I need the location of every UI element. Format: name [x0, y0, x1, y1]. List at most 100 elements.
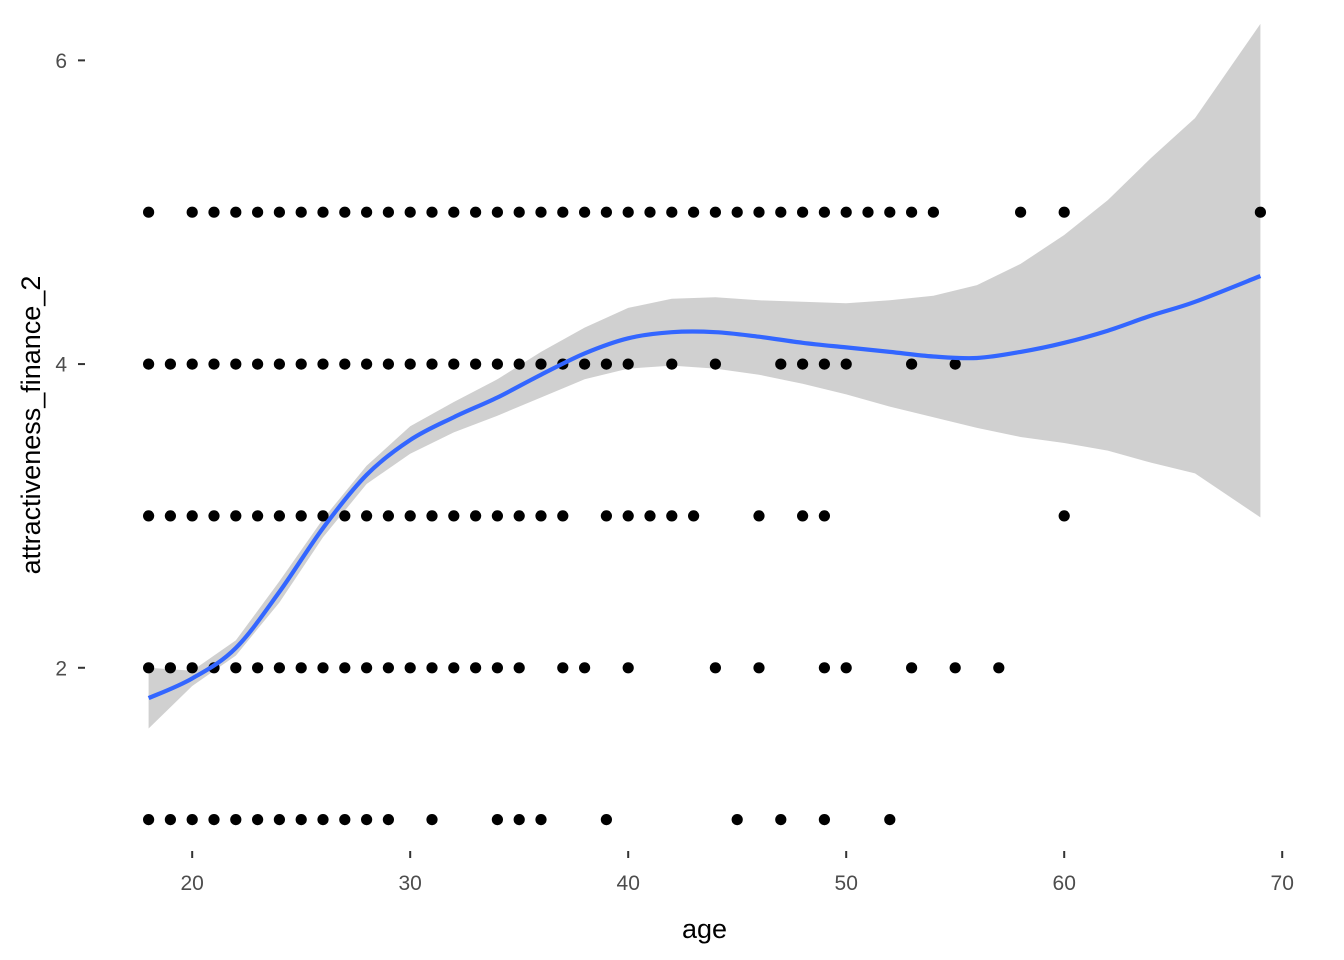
data-point: [382, 662, 394, 674]
data-point: [252, 206, 264, 218]
data-point: [797, 206, 809, 218]
data-point: [252, 662, 264, 674]
data-point: [491, 814, 503, 826]
data-point: [513, 358, 525, 370]
data-point: [143, 206, 155, 218]
data-point: [491, 510, 503, 522]
data-point: [470, 510, 482, 522]
confidence-band-layer: [148, 23, 1261, 729]
data-point: [579, 358, 591, 370]
data-point: [622, 510, 634, 522]
confidence-band: [148, 23, 1261, 729]
data-point: [143, 510, 155, 522]
data-point: [186, 814, 198, 826]
y-tick-label: 4: [55, 354, 67, 377]
data-point: [426, 206, 438, 218]
data-point: [840, 662, 852, 674]
data-point: [426, 510, 438, 522]
data-point: [731, 814, 743, 826]
data-point: [339, 510, 351, 522]
data-point: [753, 206, 765, 218]
x-tick-label: 40: [617, 872, 640, 895]
x-tick-label: 30: [399, 872, 422, 895]
data-point: [600, 510, 613, 522]
data-point: [513, 206, 525, 218]
data-point: [1254, 206, 1266, 218]
data-point: [470, 662, 482, 674]
x-tick-label: 70: [1271, 872, 1294, 895]
data-point: [448, 358, 460, 370]
data-point: [949, 662, 961, 674]
data-point: [448, 206, 460, 218]
data-point: [426, 358, 438, 370]
data-point: [557, 510, 569, 522]
x-tick-label: 20: [181, 872, 204, 895]
data-point: [339, 814, 351, 826]
data-point: [143, 662, 155, 674]
data-point: [143, 814, 155, 826]
data-point: [840, 206, 852, 218]
data-point: [688, 510, 700, 522]
data-point: [404, 662, 416, 674]
data-point: [230, 510, 242, 522]
data-point: [622, 358, 634, 370]
data-point: [622, 662, 634, 674]
data-point: [317, 662, 329, 674]
data-point: [557, 206, 569, 218]
data-point: [164, 662, 176, 674]
data-point: [535, 814, 547, 826]
data-point: [470, 358, 482, 370]
data-point: [143, 358, 155, 370]
data-point: [1058, 510, 1070, 522]
data-point: [230, 662, 242, 674]
data-point: [426, 662, 438, 674]
data-point: [382, 206, 394, 218]
data-point: [382, 358, 394, 370]
data-point: [448, 510, 460, 522]
data-point: [208, 358, 220, 370]
data-point: [884, 206, 896, 218]
data-point: [884, 814, 896, 826]
data-point: [818, 510, 831, 522]
data-point: [208, 206, 220, 218]
x-axis-title: age: [682, 914, 727, 944]
data-point: [666, 510, 678, 522]
x-tick-label: 50: [835, 872, 858, 895]
data-point: [797, 358, 809, 370]
data-point: [208, 510, 220, 522]
data-point: [273, 206, 285, 218]
data-point: [1058, 206, 1070, 218]
data-point: [339, 206, 351, 218]
data-point: [753, 510, 765, 522]
data-point: [317, 814, 329, 826]
data-point: [688, 206, 700, 218]
data-point: [491, 662, 503, 674]
data-point: [361, 662, 373, 674]
data-point: [775, 206, 787, 218]
data-point: [361, 814, 373, 826]
data-point: [186, 206, 198, 218]
data-point: [622, 206, 634, 218]
data-point: [295, 662, 307, 674]
data-points-layer: [143, 206, 1266, 826]
y-tick-label: 6: [55, 50, 67, 73]
data-point: [295, 358, 307, 370]
data-point: [186, 662, 198, 674]
data-point: [295, 814, 307, 826]
data-point: [731, 206, 743, 218]
data-point: [797, 510, 809, 522]
data-point: [230, 814, 242, 826]
data-point: [818, 662, 831, 674]
data-point: [491, 358, 503, 370]
data-point: [295, 206, 307, 218]
data-point: [317, 358, 329, 370]
data-point: [513, 662, 525, 674]
data-point: [535, 510, 547, 522]
smooth-line-layer: [147, 274, 1262, 701]
data-point: [404, 358, 416, 370]
x-tick-label: 60: [1053, 872, 1076, 895]
data-point: [164, 358, 176, 370]
data-point: [949, 358, 961, 370]
